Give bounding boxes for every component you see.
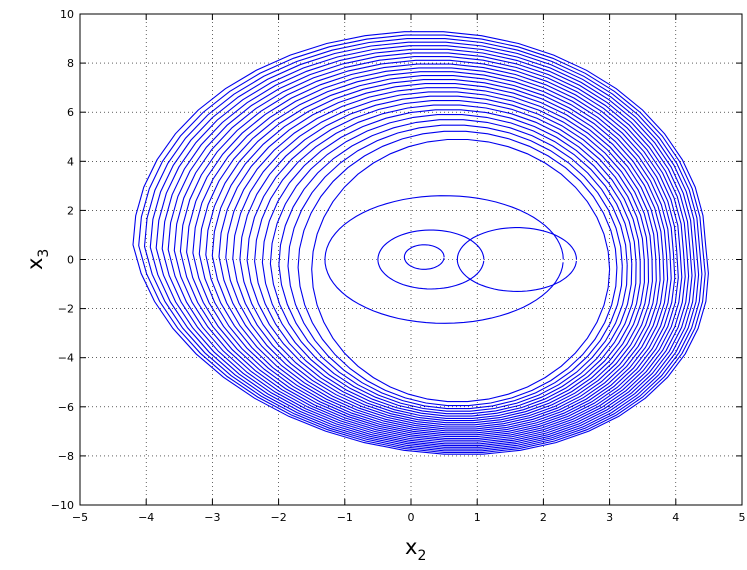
trajectory-outer-loop <box>269 114 633 415</box>
x-tick-label: −1 <box>337 511 353 524</box>
y-tick-label: 2 <box>67 204 74 217</box>
trajectory-outer-loop <box>192 67 676 438</box>
trajectory-outer-loop <box>287 124 623 410</box>
x-tick-label: 1 <box>474 511 481 524</box>
y-tick-label: −10 <box>51 499 74 512</box>
trajectory-outer-loop <box>198 71 672 436</box>
trajectory-outer-loop <box>149 41 700 450</box>
y-tick-label: −4 <box>58 352 74 365</box>
trajectory-outer-loop <box>254 104 641 419</box>
trajectory-outer-loop <box>278 119 628 412</box>
trajectory-outer-loop <box>218 83 661 430</box>
trajectory-inner-loop <box>456 227 578 292</box>
trajectory-outer-loop <box>205 75 669 434</box>
x-axis-label: x2 <box>405 535 426 564</box>
x-tick-label: 0 <box>408 511 415 524</box>
y-tick-label: −6 <box>58 401 74 414</box>
trajectory-outer-loop <box>155 45 696 448</box>
trajectory <box>132 31 709 455</box>
trajectory-outer-loop <box>161 48 693 447</box>
y-tick-label: −2 <box>58 303 74 316</box>
trajectory-outer-loop <box>211 79 665 432</box>
trajectory-outer-loop <box>167 52 690 445</box>
y-axis-label: x3 <box>23 249 52 270</box>
x-tick-label: −3 <box>204 511 220 524</box>
trajectory-outer-loop <box>311 138 611 403</box>
trajectory-outer-loop <box>132 31 709 455</box>
y-tick-label: 0 <box>67 254 74 267</box>
ticks <box>79 13 743 506</box>
trajectory-inner-loop <box>377 229 485 290</box>
trajectory-outer-loop <box>297 130 618 407</box>
y-tick-label: 10 <box>60 8 74 21</box>
trajectory-outer-loop <box>138 34 706 454</box>
x-tick-label: −2 <box>270 511 286 524</box>
x-tick-label: 3 <box>606 511 613 524</box>
x-tick-labels: −5 −4 −3 −2 −1 0 1 2 3 4 5 <box>72 511 746 524</box>
x-tick-label: 5 <box>739 511 746 524</box>
x-tick-label: 2 <box>540 511 547 524</box>
trajectory-inner-loop <box>403 244 445 270</box>
y-tick-labels: −10 −8 −6 −4 −2 0 2 4 6 8 10 <box>51 8 74 512</box>
x-tick-label: −4 <box>138 511 154 524</box>
x-tick-label: 4 <box>672 511 679 524</box>
x-tick-label: −5 <box>72 511 88 524</box>
trajectory-inner-loop <box>324 195 564 324</box>
trajectory-outer-loop <box>143 38 703 452</box>
trajectory-outer-loop <box>261 109 637 417</box>
trajectory-outer-loop <box>246 100 645 422</box>
y-tick-label: 8 <box>67 57 74 70</box>
y-tick-label: 4 <box>67 155 74 168</box>
trajectory-outer-loop <box>173 56 686 443</box>
trajectory-outer-loop <box>225 87 657 428</box>
trajectory-outer-loop <box>239 95 650 424</box>
y-tick-label: −8 <box>58 450 74 463</box>
trajectory-outer-loop <box>179 59 683 441</box>
y-tick-label: 6 <box>67 106 74 119</box>
trajectory-outer-loop <box>232 91 653 426</box>
trajectory-outer-loop <box>186 63 679 439</box>
